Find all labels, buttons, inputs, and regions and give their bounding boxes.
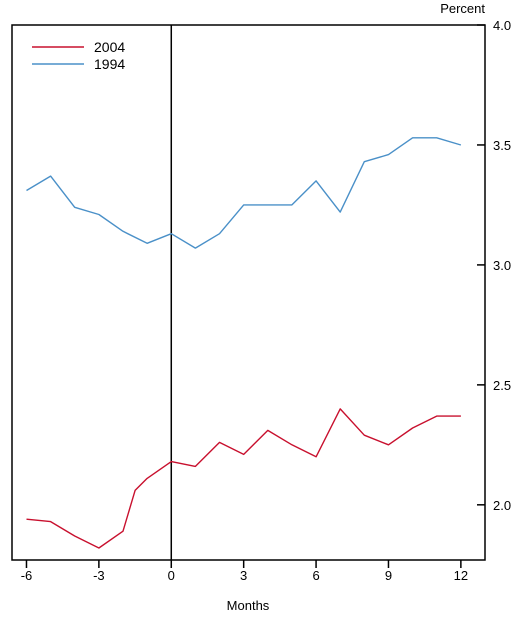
legend-label: 2004 <box>94 39 125 55</box>
x-tick-label: 0 <box>168 568 175 583</box>
y-tick-label: 3.0 <box>493 258 511 273</box>
y-tick-label: 2.0 <box>493 498 511 513</box>
x-tick-label: 6 <box>312 568 319 583</box>
x-tick-label: -3 <box>93 568 105 583</box>
x-axis-ticks: -6 -3 0 3 6 9 12 <box>21 560 468 583</box>
x-tick-label: 3 <box>240 568 247 583</box>
y-tick-label: 4.0 <box>493 18 511 33</box>
y-tick-label: 2.5 <box>493 378 511 393</box>
series-line-1994 <box>26 137 462 249</box>
legend-label: 1994 <box>94 56 125 72</box>
series-layer <box>26 137 462 549</box>
series-line-2004 <box>26 408 461 549</box>
x-tick-label: 9 <box>385 568 392 583</box>
x-tick-label: 12 <box>454 568 468 583</box>
plot-frame <box>11 24 486 561</box>
x-tick-label: -6 <box>21 568 33 583</box>
x-axis-title: Months <box>227 598 270 613</box>
y-axis-title: Percent <box>440 1 485 16</box>
y-axis-ticks: 2.0 2.5 3.0 3.5 4.0 <box>477 18 511 513</box>
y-tick-label: 3.5 <box>493 138 511 153</box>
